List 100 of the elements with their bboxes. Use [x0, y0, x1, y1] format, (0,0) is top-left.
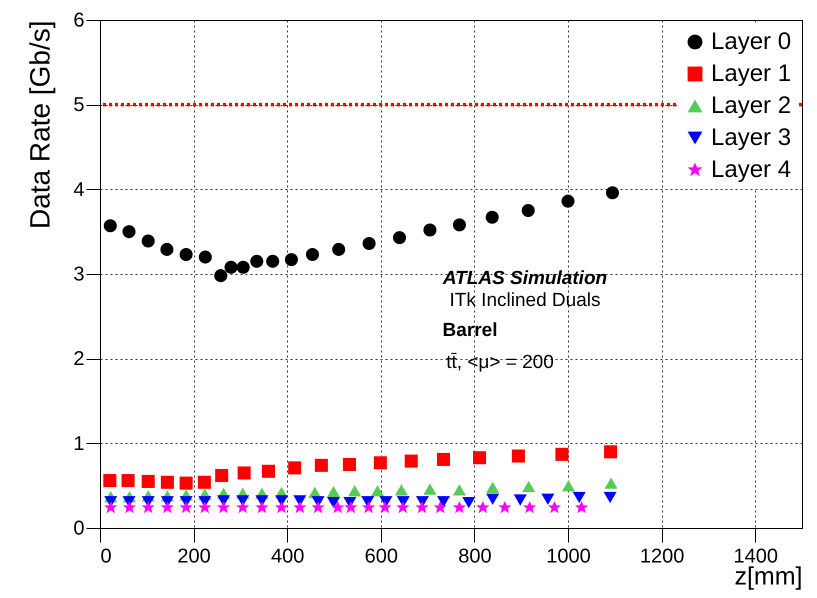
annotation: ATLAS Simulation [442, 268, 608, 289]
point [404, 454, 418, 468]
point [604, 492, 617, 504]
point [236, 501, 250, 514]
point [160, 242, 174, 256]
point [575, 501, 588, 514]
point [306, 248, 319, 262]
point [160, 476, 174, 489]
point [362, 237, 376, 250]
point [436, 452, 450, 466]
point [561, 194, 575, 208]
point [452, 218, 466, 232]
y-axis-title: Data Rate [Gb/s] [24, 20, 56, 230]
point [332, 242, 346, 256]
point [275, 501, 288, 514]
point [238, 466, 251, 480]
point [374, 456, 387, 470]
point [215, 468, 228, 482]
point [288, 461, 302, 474]
point [378, 501, 392, 514]
point [224, 260, 238, 274]
point [180, 501, 193, 514]
point [266, 254, 280, 268]
legend-label: Layer 4 [711, 156, 792, 183]
point [423, 483, 436, 495]
point [473, 451, 486, 464]
point [327, 486, 340, 498]
point [486, 494, 500, 505]
point [122, 501, 136, 514]
point [371, 485, 384, 496]
legend-label: Layer 2 [711, 92, 792, 119]
y-tick-label: 5 [73, 94, 84, 116]
point [514, 494, 527, 506]
point [394, 484, 408, 496]
point [122, 225, 136, 238]
point [331, 501, 344, 514]
point [522, 204, 535, 218]
point [452, 501, 466, 514]
point [606, 186, 619, 200]
x-tick-label: 800 [458, 546, 492, 568]
point [498, 501, 512, 514]
x-tick-label: 0 [100, 546, 112, 568]
point [434, 501, 447, 514]
point [462, 496, 476, 508]
point [522, 480, 536, 492]
y-tick-label: 0 [73, 518, 84, 540]
point [255, 501, 268, 514]
y-tick-label: 6 [73, 10, 84, 32]
point [103, 474, 116, 488]
point [396, 501, 410, 514]
x-tick-label: 600 [364, 546, 398, 568]
point [342, 458, 356, 472]
point [436, 496, 450, 508]
point [142, 501, 155, 514]
legend-label: Layer 1 [711, 60, 792, 87]
point [217, 501, 230, 514]
legend-label: Layer 3 [711, 124, 792, 151]
x-tick-label: 1000 [546, 546, 591, 568]
point [604, 445, 618, 458]
point [250, 254, 264, 268]
point [293, 501, 306, 514]
point [476, 501, 490, 514]
point [562, 480, 575, 492]
point [160, 501, 174, 514]
annotation: Barrel [442, 320, 498, 341]
point [452, 484, 466, 496]
point [348, 485, 362, 496]
point [512, 450, 525, 463]
point [122, 474, 135, 488]
point [548, 501, 561, 514]
point [198, 250, 212, 264]
point [180, 476, 193, 490]
point [541, 494, 554, 505]
point [236, 260, 250, 274]
point [523, 501, 536, 514]
point [423, 223, 436, 236]
legend-label: Layer 0 [711, 28, 792, 55]
point [327, 496, 340, 508]
point [198, 476, 211, 489]
point [262, 464, 275, 478]
point [572, 492, 586, 504]
point [312, 501, 325, 514]
y-tick-label: 2 [73, 348, 84, 370]
point [180, 248, 193, 262]
x-tick-label: 1200 [640, 546, 684, 568]
point [344, 501, 358, 514]
point [486, 210, 499, 224]
annotation: tt̄, <μ> = 200 [446, 352, 554, 373]
point [142, 234, 155, 248]
point [604, 477, 618, 489]
annotation: ITk Inclined Duals [449, 290, 601, 311]
y-tick-label: 4 [73, 178, 84, 201]
y-tick-label: 3 [73, 264, 84, 286]
x-tick-label: 200 [177, 546, 211, 568]
point [284, 253, 298, 266]
point [362, 501, 376, 514]
point [198, 501, 212, 514]
point [555, 448, 568, 461]
point [104, 219, 117, 232]
point [486, 482, 500, 494]
